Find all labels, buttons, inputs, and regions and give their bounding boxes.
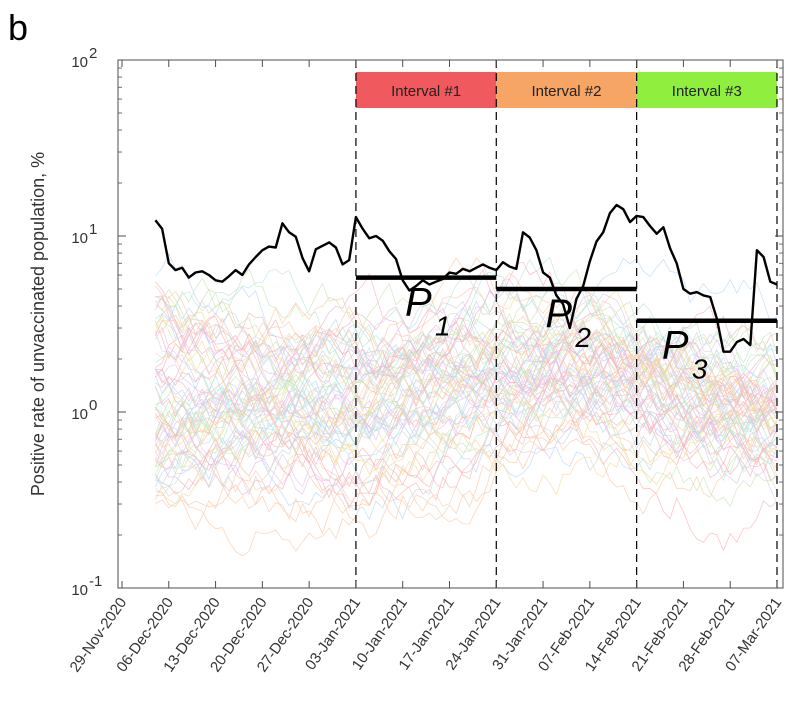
background-series-line bbox=[155, 363, 778, 487]
y-tick-exponent: 2 bbox=[89, 45, 97, 62]
background-series-line bbox=[155, 288, 778, 455]
interval-band bbox=[496, 72, 637, 108]
background-series-line bbox=[155, 412, 778, 496]
level-label: P bbox=[405, 281, 432, 325]
background-series-line bbox=[155, 296, 778, 486]
background-series-line bbox=[155, 353, 778, 485]
y-tick-exponent: 0 bbox=[89, 397, 97, 414]
background-series-line bbox=[155, 286, 778, 476]
level-subscript: 3 bbox=[692, 354, 708, 385]
background-series-line bbox=[155, 312, 778, 523]
main-series bbox=[154, 203, 778, 353]
y-tick-label: 10 bbox=[71, 406, 88, 423]
background-series-line bbox=[155, 359, 778, 490]
plot-frame bbox=[117, 59, 784, 589]
background-series-line bbox=[155, 388, 778, 552]
y-tick-label: 10 bbox=[71, 582, 88, 599]
background-series-line bbox=[155, 380, 778, 504]
level-subscript: 2 bbox=[574, 322, 591, 353]
main-series-line bbox=[154, 203, 778, 353]
background-series-line bbox=[155, 312, 778, 442]
background-series-line bbox=[155, 252, 778, 398]
background-series-line bbox=[155, 326, 778, 452]
background-series-line bbox=[155, 310, 778, 496]
interval-label: Interval #2 bbox=[531, 83, 601, 100]
level-label: P bbox=[545, 292, 572, 336]
level-subscript: 1 bbox=[435, 311, 451, 342]
background-series-line bbox=[155, 359, 778, 492]
background-series-line bbox=[155, 387, 778, 539]
background-series-line bbox=[155, 257, 778, 412]
background-series-line bbox=[155, 305, 778, 496]
background-series-line bbox=[155, 339, 778, 442]
background-series-line bbox=[155, 333, 778, 521]
interval-band bbox=[636, 72, 777, 108]
background-series-line bbox=[155, 290, 778, 419]
level-label: P bbox=[662, 324, 689, 368]
y-tick-exponent: -1 bbox=[89, 573, 102, 590]
background-series-line bbox=[155, 268, 778, 456]
y-tick-label: 10 bbox=[71, 54, 88, 71]
background-series-line bbox=[155, 337, 778, 438]
panel-label: b bbox=[8, 7, 28, 48]
y-tick-label: 10 bbox=[71, 230, 88, 247]
background-series-line bbox=[155, 314, 778, 478]
interval-bands: Interval #1 Interval #2 Interval #3 bbox=[355, 72, 777, 108]
interval-level-lines: P1 P2 P3 bbox=[355, 275, 777, 385]
background-series-line bbox=[155, 277, 778, 407]
background-series-line bbox=[155, 303, 778, 447]
background-series-lines bbox=[155, 252, 778, 557]
background-series-line bbox=[155, 289, 778, 470]
interval-label: Interval #3 bbox=[672, 83, 742, 100]
background-series-line bbox=[155, 368, 778, 465]
background-series-line bbox=[155, 268, 778, 411]
background-series-line bbox=[155, 424, 778, 557]
background-series-line bbox=[155, 365, 778, 460]
y-axis-label: Positive rate of unvaccinated population… bbox=[28, 152, 48, 496]
background-series-line bbox=[155, 285, 778, 420]
interval-band bbox=[355, 72, 497, 108]
background-series-line bbox=[155, 358, 778, 499]
background-series-line bbox=[155, 315, 778, 449]
interval-divider-lines bbox=[355, 60, 778, 588]
y-tick-exponent: 1 bbox=[89, 221, 97, 238]
interval-label: Interval #1 bbox=[391, 83, 461, 100]
